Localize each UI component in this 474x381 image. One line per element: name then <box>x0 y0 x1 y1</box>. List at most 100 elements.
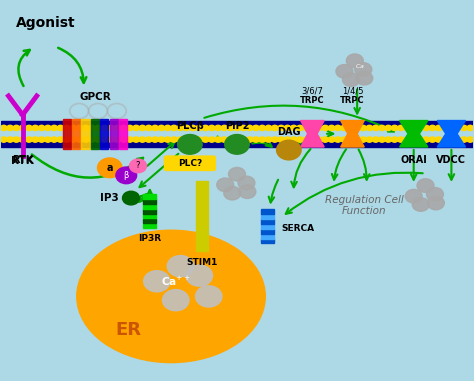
Circle shape <box>253 137 259 142</box>
Circle shape <box>146 125 152 131</box>
Circle shape <box>57 137 64 142</box>
Circle shape <box>13 125 19 131</box>
Circle shape <box>114 137 120 142</box>
Circle shape <box>385 137 392 142</box>
Circle shape <box>442 137 448 142</box>
Text: GPCR: GPCR <box>80 91 111 102</box>
Circle shape <box>356 71 373 85</box>
Bar <box>143 199 156 204</box>
Text: DAG: DAG <box>277 127 301 137</box>
Circle shape <box>228 167 246 181</box>
Circle shape <box>116 167 137 184</box>
Circle shape <box>392 137 398 142</box>
Text: 3/6/7: 3/6/7 <box>301 87 323 96</box>
Circle shape <box>297 125 303 131</box>
Text: PLCβ: PLCβ <box>176 121 204 131</box>
Circle shape <box>398 125 404 131</box>
Circle shape <box>284 125 291 131</box>
Circle shape <box>448 125 455 131</box>
Circle shape <box>404 125 410 131</box>
Circle shape <box>354 137 360 142</box>
Circle shape <box>70 137 76 142</box>
Circle shape <box>234 137 240 142</box>
Bar <box>261 224 274 229</box>
Bar <box>261 239 274 243</box>
Polygon shape <box>438 120 465 147</box>
Circle shape <box>322 125 328 131</box>
Circle shape <box>171 137 177 142</box>
Circle shape <box>64 125 70 131</box>
Text: $\mathbf{Ca}^{++}$: $\mathbf{Ca}^{++}$ <box>161 275 191 288</box>
Circle shape <box>209 137 215 142</box>
Circle shape <box>0 137 7 142</box>
Circle shape <box>186 265 212 286</box>
Circle shape <box>436 125 442 131</box>
Circle shape <box>316 137 322 142</box>
Circle shape <box>461 125 467 131</box>
Bar <box>143 204 156 209</box>
Text: TRPC: TRPC <box>340 96 365 106</box>
Circle shape <box>467 137 474 142</box>
Circle shape <box>467 125 474 131</box>
Circle shape <box>120 125 127 131</box>
Circle shape <box>253 125 259 131</box>
Circle shape <box>346 54 363 67</box>
Circle shape <box>32 125 38 131</box>
Circle shape <box>343 73 359 86</box>
Circle shape <box>410 125 417 131</box>
Text: RTK: RTK <box>12 155 33 165</box>
Circle shape <box>26 137 32 142</box>
Circle shape <box>373 137 379 142</box>
Text: IP3: IP3 <box>100 193 119 203</box>
Circle shape <box>64 137 70 142</box>
Text: TRPC: TRPC <box>300 96 325 106</box>
Bar <box>63 118 71 149</box>
Circle shape <box>158 125 164 131</box>
Circle shape <box>328 125 335 131</box>
Circle shape <box>385 125 392 131</box>
Bar <box>72 118 80 149</box>
Circle shape <box>95 137 101 142</box>
Circle shape <box>89 125 95 131</box>
Circle shape <box>360 125 366 131</box>
Bar <box>261 215 274 219</box>
Circle shape <box>316 125 322 131</box>
Circle shape <box>412 198 429 211</box>
Circle shape <box>0 125 7 131</box>
Bar <box>143 224 156 228</box>
Circle shape <box>278 125 284 131</box>
Text: 1/4/5: 1/4/5 <box>342 87 363 96</box>
Circle shape <box>19 137 26 142</box>
Circle shape <box>265 125 272 131</box>
Circle shape <box>240 125 246 131</box>
Text: SERCA: SERCA <box>282 224 315 233</box>
Bar <box>261 229 274 234</box>
Circle shape <box>366 125 373 131</box>
Circle shape <box>139 125 146 131</box>
Circle shape <box>129 159 146 173</box>
Polygon shape <box>400 120 428 147</box>
Circle shape <box>341 125 347 131</box>
Circle shape <box>45 137 51 142</box>
Bar <box>143 219 156 223</box>
Circle shape <box>436 137 442 142</box>
Circle shape <box>13 137 19 142</box>
Text: PLC?: PLC? <box>178 159 202 168</box>
Circle shape <box>108 137 114 142</box>
Circle shape <box>228 137 234 142</box>
Circle shape <box>291 137 297 142</box>
Circle shape <box>215 137 221 142</box>
Circle shape <box>410 137 417 142</box>
Circle shape <box>177 125 183 131</box>
Circle shape <box>240 137 246 142</box>
Bar <box>143 194 156 199</box>
Circle shape <box>95 125 101 131</box>
Circle shape <box>297 137 303 142</box>
Circle shape <box>277 140 301 160</box>
Circle shape <box>427 187 443 201</box>
Text: STIM1: STIM1 <box>186 258 218 267</box>
Circle shape <box>328 137 335 142</box>
Circle shape <box>366 137 373 142</box>
Circle shape <box>171 125 177 131</box>
Text: ?: ? <box>136 162 140 170</box>
